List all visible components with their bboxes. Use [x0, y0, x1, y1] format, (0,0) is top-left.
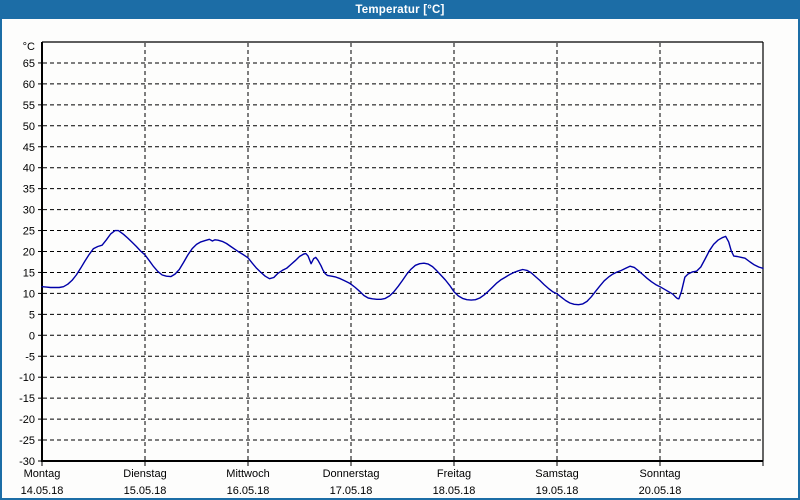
x-axis-date-label: 18.05.18: [433, 485, 476, 497]
y-axis-tick-label: 65: [23, 58, 35, 70]
y-axis-tick-label: -30: [19, 456, 35, 468]
x-axis-date-label: 14.05.18: [21, 485, 64, 497]
y-axis-tick-label: 55: [23, 100, 35, 112]
y-axis-tick-label: 10: [23, 288, 35, 300]
x-axis-date-label: 15.05.18: [124, 485, 167, 497]
y-axis-tick-label: 20: [23, 247, 35, 259]
y-axis-tick-label: 35: [23, 184, 35, 196]
y-axis-tick-label: 50: [23, 121, 35, 133]
y-axis-tick-label: 5: [29, 309, 35, 321]
x-axis-date-label: 16.05.18: [227, 485, 270, 497]
y-axis-tick-label: 60: [23, 79, 35, 91]
y-axis-tick-label: 30: [23, 205, 35, 217]
y-axis-tick-label: -10: [19, 372, 35, 384]
x-axis-day-label: Dienstag: [123, 468, 166, 480]
y-axis-tick-label: -15: [19, 393, 35, 405]
x-axis-day-label: Montag: [24, 468, 61, 480]
x-axis-day-label: Mittwoch: [226, 468, 269, 480]
y-axis-unit-label: °C: [23, 41, 35, 53]
y-axis-tick-label: -25: [19, 435, 35, 447]
y-axis-tick-label: 40: [23, 163, 35, 175]
y-axis-tick-label: 25: [23, 226, 35, 238]
x-axis-day-label: Samstag: [535, 468, 578, 480]
y-axis-tick-label: 45: [23, 142, 35, 154]
x-axis-date-label: 20.05.18: [639, 485, 682, 497]
x-axis-date-label: 19.05.18: [536, 485, 579, 497]
y-axis-tick-label: -20: [19, 414, 35, 426]
x-axis-date-label: 17.05.18: [330, 485, 373, 497]
temperature-series-line: [41, 229, 764, 306]
x-axis-day-label: Sonntag: [640, 468, 681, 480]
y-axis-tick-label: -5: [25, 351, 35, 363]
y-axis-tick-label: 15: [23, 267, 35, 279]
x-axis-day-label: Donnerstag: [323, 468, 380, 480]
window-title: Temperatur [°C]: [355, 4, 445, 16]
y-axis-tick-label: 0: [29, 330, 35, 342]
window-titlebar: Temperatur [°C]: [2, 2, 798, 19]
x-axis-day-label: Freitag: [437, 468, 471, 480]
